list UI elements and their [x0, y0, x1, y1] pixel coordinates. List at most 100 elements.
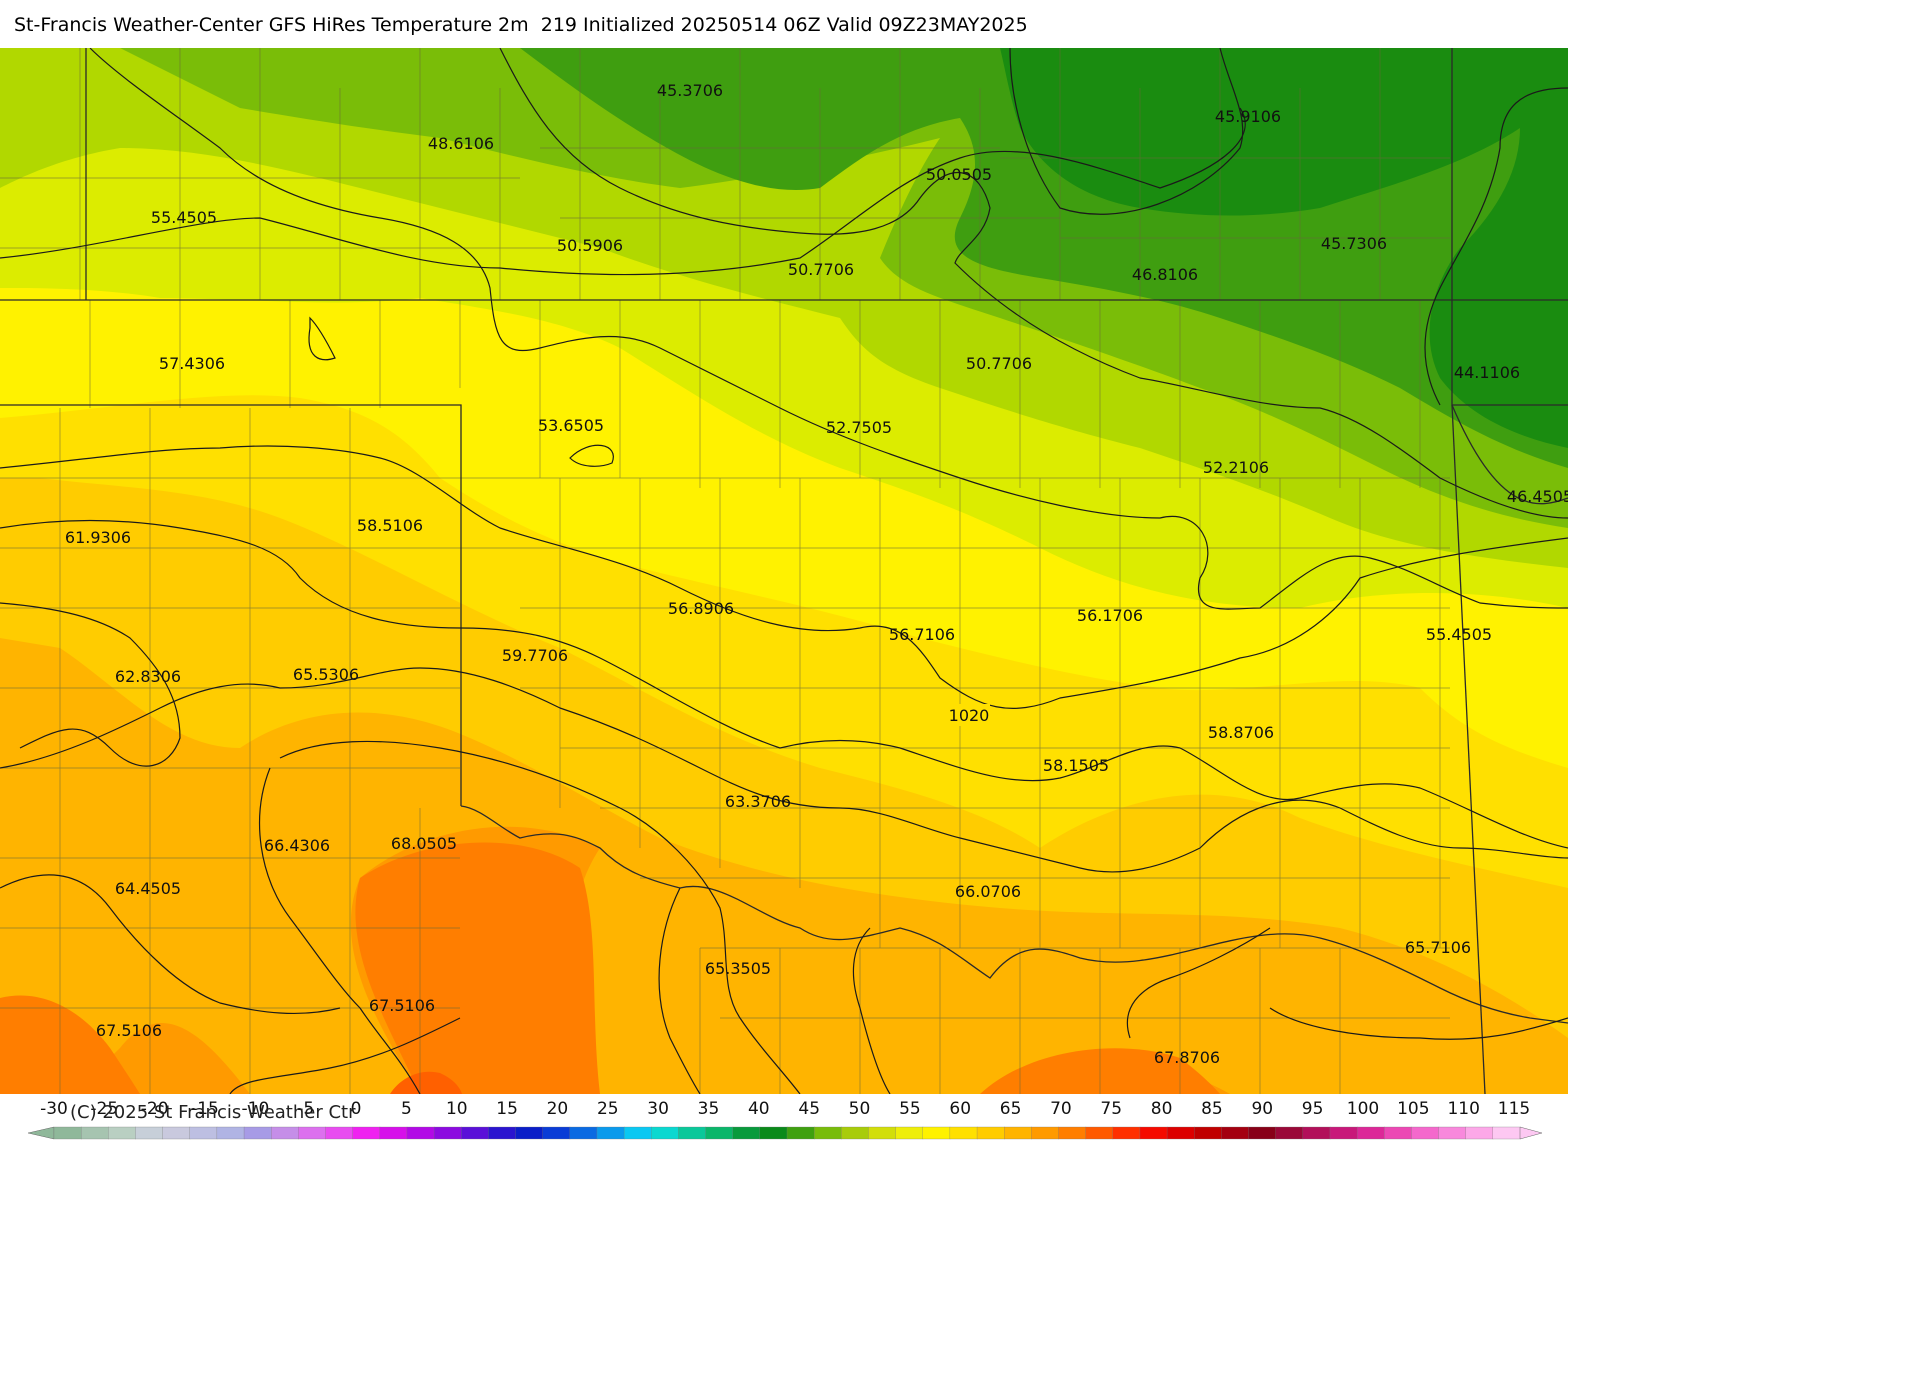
legend-swatch [189, 1126, 218, 1140]
legend-swatch [786, 1126, 815, 1140]
legend-swatch [379, 1126, 408, 1140]
legend-tick-label: 15 [496, 1099, 518, 1119]
legend-tick-labels: -30 -25 -20 -15 -10 -5 0 5 10 15 20 25 30 35 40 45 50 55 6… [40, 1099, 1530, 1119]
legend-tick-label: 40 [748, 1099, 770, 1119]
legend-swatch [895, 1126, 924, 1140]
legend-swatch [1492, 1126, 1521, 1140]
boundaries [0, 48, 1450, 1094]
legend-arrow-left [27, 1126, 55, 1140]
temp-label: 59.7706 [502, 646, 568, 665]
temp-label: 48.6106 [428, 134, 494, 153]
legend-swatch [488, 1126, 517, 1140]
temp-label: 56.7106 [889, 625, 955, 644]
legend-swatch [108, 1126, 137, 1140]
legend-tick-label: 100 [1347, 1099, 1379, 1119]
legend-tick-label: 105 [1397, 1099, 1429, 1119]
legend-tick-label: 90 [1251, 1099, 1273, 1119]
legend-tick-label: 10 [446, 1099, 468, 1119]
legend-swatch [1438, 1126, 1467, 1140]
legend-swatch [1411, 1126, 1440, 1140]
legend-tick-label: 55 [899, 1099, 921, 1119]
legend-swatch [1058, 1126, 1087, 1140]
legend-swatch [1194, 1126, 1222, 1140]
temp-label: 58.5106 [357, 516, 423, 535]
legend-swatch [569, 1126, 598, 1140]
legend-swatch [1356, 1126, 1385, 1140]
legend-swatch [1031, 1126, 1060, 1140]
legend-tick-label: 30 [647, 1099, 669, 1119]
legend-swatch [1139, 1126, 1168, 1140]
temp-label: 57.4306 [159, 354, 225, 373]
legend-swatch [352, 1126, 381, 1140]
legend-swatch [243, 1126, 272, 1140]
temp-label: 45.3706 [657, 81, 723, 100]
temperature-map: 45.3706 45.9106 48.6106 50.0505 55.4505 … [0, 48, 1568, 1094]
legend-swatch [542, 1126, 571, 1140]
legend-swatch [162, 1126, 191, 1140]
temp-label: 50.0505 [926, 165, 992, 184]
temp-label: 64.4505 [115, 879, 181, 898]
legend-swatch [1248, 1126, 1277, 1140]
temp-label: 50.7706 [788, 260, 854, 279]
legend-tick-label: -15 [191, 1099, 219, 1119]
temp-label: 58.8706 [1208, 723, 1274, 742]
temp-label: 66.4306 [264, 836, 330, 855]
legend-tick-label: 5 [401, 1099, 412, 1119]
band-orange-deep [355, 842, 600, 1094]
legend-swatch [949, 1126, 978, 1140]
temp-label: 62.8306 [115, 667, 181, 686]
legend-swatch [433, 1126, 462, 1140]
temp-label: 55.4505 [1426, 625, 1492, 644]
legend-tick-label: -25 [90, 1099, 118, 1119]
temp-label: 58.1505 [1043, 756, 1109, 775]
legend-swatch [271, 1126, 299, 1140]
legend-swatch [976, 1126, 1005, 1140]
temp-label: 56.1706 [1077, 606, 1143, 625]
legend-swatch [1004, 1126, 1032, 1140]
temp-label: 63.3706 [725, 792, 791, 811]
temp-label: 67.8706 [1154, 1048, 1220, 1067]
temp-label: 52.2106 [1203, 458, 1269, 477]
legend-tick-label: 20 [547, 1099, 569, 1119]
legend-swatch [216, 1126, 245, 1140]
temperature-fill [0, 48, 1568, 1094]
temp-label: 65.7106 [1405, 938, 1471, 957]
legend-swatch [814, 1126, 842, 1140]
temp-label: 68.0505 [391, 834, 457, 853]
band-red-orange [390, 1071, 462, 1094]
legend-tick-label: -30 [40, 1099, 68, 1119]
legend-tick-label: 35 [698, 1099, 720, 1119]
legend-tick-label: 0 [351, 1099, 362, 1119]
legend-swatch [1275, 1126, 1304, 1140]
temp-label: 65.5306 [293, 665, 359, 684]
legend-tick-label: -20 [141, 1099, 169, 1119]
temp-label: 46.8106 [1132, 265, 1198, 284]
legend-tick-label: 45 [798, 1099, 820, 1119]
isobar-label-bg [948, 704, 990, 726]
legend-swatch [596, 1126, 625, 1140]
legend-swatch [1329, 1126, 1358, 1140]
temp-label: 65.3505 [705, 959, 771, 978]
temp-label: 50.5906 [557, 236, 623, 255]
legend-tick-label: 95 [1302, 1099, 1324, 1119]
temp-label: 52.7505 [826, 418, 892, 437]
legend-swatch [515, 1126, 544, 1140]
legend-color-bar [27, 1126, 1543, 1140]
temp-label: 50.7706 [966, 354, 1032, 373]
isobar-label: 1020 [949, 706, 990, 725]
temp-label: 45.7306 [1321, 234, 1387, 253]
legend-swatch [325, 1126, 354, 1140]
temp-label: 67.5106 [96, 1021, 162, 1040]
legend-swatch [1085, 1126, 1114, 1140]
copyright-text: (C) 2025 St Francis Weather Ctr [70, 1102, 356, 1123]
legend-swatch [1384, 1126, 1412, 1140]
legend-tick-label: 110 [1447, 1099, 1479, 1119]
legend-swatch [298, 1126, 327, 1140]
legend-swatch [81, 1126, 109, 1140]
legend-tick-label: 80 [1151, 1099, 1173, 1119]
legend-tick-label: 50 [849, 1099, 871, 1119]
legend-swatch [1112, 1126, 1141, 1140]
legend-swatch [135, 1126, 164, 1140]
legend-swatch [759, 1126, 788, 1140]
legend-tick-label: 85 [1201, 1099, 1223, 1119]
